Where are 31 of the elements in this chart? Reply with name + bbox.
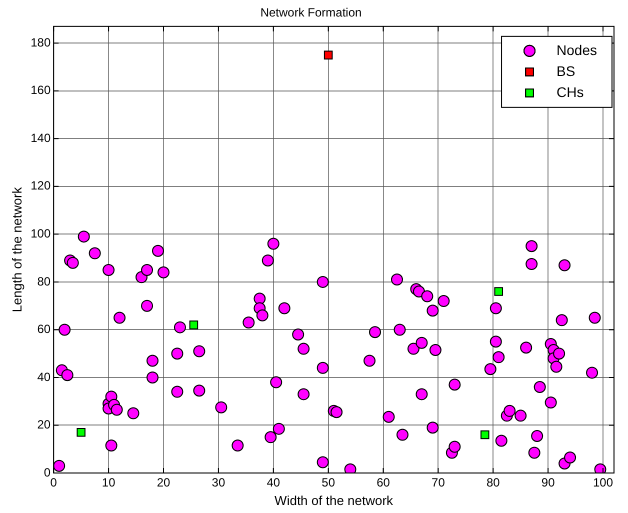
- y-tick-label: 40: [37, 370, 51, 384]
- point: [494, 287, 504, 296]
- x-tick-label: 40: [266, 476, 280, 490]
- y-tick-label: 180: [30, 35, 51, 50]
- point: [189, 320, 198, 330]
- y-tick-label: 0: [44, 465, 51, 480]
- legend-label: Nodes: [556, 42, 597, 58]
- y-tick-label: 160: [30, 83, 51, 98]
- y-tick-label: 80: [37, 274, 51, 288]
- x-tick-label: 80: [486, 476, 500, 490]
- x-tick-label: 50: [322, 476, 336, 490]
- x-tick-label: 60: [376, 476, 390, 490]
- point: [324, 50, 333, 60]
- y-axis-title: Length of the network: [9, 186, 24, 312]
- legend-label: BS: [556, 62, 576, 79]
- y-tick-label: 20: [37, 418, 51, 432]
- point: [76, 428, 86, 437]
- y-tick-label: 120: [30, 178, 51, 193]
- y-tick-label: 140: [30, 130, 51, 145]
- y-tick-label: 60: [37, 322, 51, 336]
- x-tick-label: 10: [102, 476, 116, 490]
- x-tick-label: 100: [592, 476, 614, 490]
- x-tick-label: 70: [432, 476, 446, 490]
- point: [480, 430, 490, 440]
- chart-title: Network Formation: [260, 6, 362, 20]
- x-axis-title: Width of the network: [274, 492, 394, 508]
- y-tick-label: 100: [30, 226, 51, 240]
- legend-label: CHs: [556, 84, 584, 100]
- x-tick-label: 20: [156, 476, 170, 490]
- x-tick-label: 30: [212, 476, 226, 490]
- x-tick-label: 90: [541, 476, 556, 490]
